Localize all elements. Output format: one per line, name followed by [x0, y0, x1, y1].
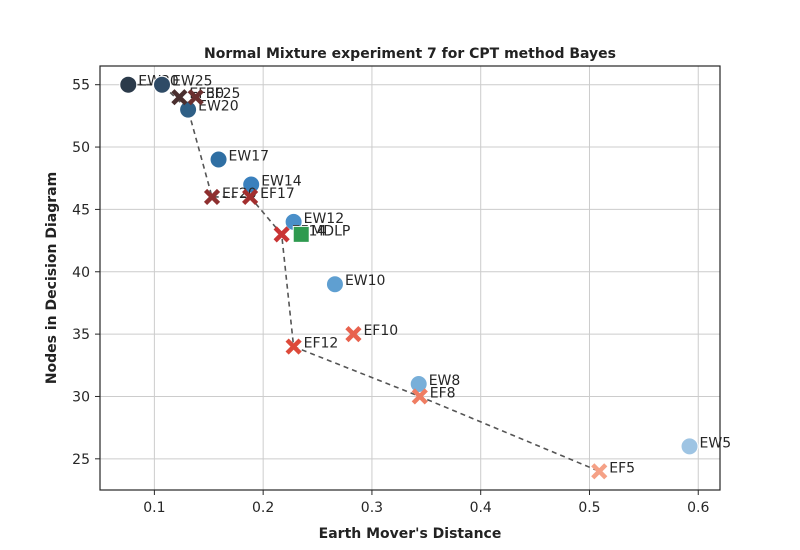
y-axis-label: Nodes in Decision Diagram — [44, 172, 60, 384]
x-tick-label: 0.1 — [143, 500, 165, 516]
y-tick-label: 40 — [72, 265, 90, 281]
point-label-ew25: EW25 — [172, 74, 213, 90]
y-tick-label: 45 — [72, 202, 90, 218]
x-axis-label: Earth Mover's Distance — [319, 526, 502, 542]
point-ew10 — [325, 275, 344, 294]
point-ef25 — [187, 89, 204, 106]
y-tick-label: 55 — [72, 78, 90, 94]
point-label-ew14: EW14 — [261, 173, 302, 189]
point-ew30 — [119, 75, 138, 94]
y-tick-label: 25 — [72, 452, 90, 468]
x-tick-label: 0.2 — [252, 500, 274, 516]
axis-ticks: 0.1 0.2 0.3 0.4 0.5 0.6 25 30 35 40 45 50 55 — [72, 78, 709, 516]
point-label-ef8: EF8 — [430, 385, 456, 401]
point-ef20 — [203, 188, 221, 206]
point-label-mdlp: MDLP — [311, 223, 350, 239]
point-label-ef25: EF25 — [206, 86, 241, 102]
point-ef10 — [345, 326, 362, 343]
x-tick-label: 0.3 — [361, 500, 383, 516]
point-label-ef17: EF17 — [260, 186, 295, 202]
point-label-ew8: EW8 — [429, 373, 461, 389]
point-ew17 — [209, 150, 228, 169]
chart-title: Normal Mixture experiment 7 for CPT meth… — [204, 46, 616, 62]
point-ef17 — [242, 188, 259, 206]
point-label-ew5: EW5 — [700, 435, 732, 451]
point-label-ew20: EW20 — [198, 99, 239, 115]
y-tick-label: 30 — [72, 389, 90, 405]
point-ew5 — [680, 437, 699, 456]
x-tick-label: 0.6 — [687, 500, 709, 516]
point-label-ew10: EW10 — [345, 273, 386, 289]
point-label-ef5: EF5 — [609, 460, 635, 476]
data-points: EW30EW25EW20EW17EW14EW12EW10EW8EW5EF30EF… — [119, 74, 732, 480]
point-ef30 — [171, 89, 188, 106]
point-ef14 — [273, 226, 290, 243]
point-label-ew12: EW12 — [304, 211, 345, 227]
x-tick-label: 0.4 — [470, 500, 492, 516]
grid-lines — [100, 66, 720, 490]
point-mdlp — [292, 225, 310, 243]
point-label-ef10: EF10 — [363, 323, 398, 339]
point-ef12 — [285, 338, 302, 355]
point-label-ew17: EW17 — [229, 149, 270, 165]
plot-frame — [99, 65, 721, 491]
point-ew20 — [179, 100, 198, 119]
point-label-ef12: EF12 — [304, 336, 339, 352]
point-ef5 — [591, 463, 608, 480]
point-ew25 — [153, 75, 171, 94]
point-ef8 — [411, 388, 428, 405]
x-tick-label: 0.5 — [578, 500, 600, 516]
y-tick-label: 50 — [72, 140, 90, 156]
y-tick-label: 35 — [72, 327, 90, 343]
